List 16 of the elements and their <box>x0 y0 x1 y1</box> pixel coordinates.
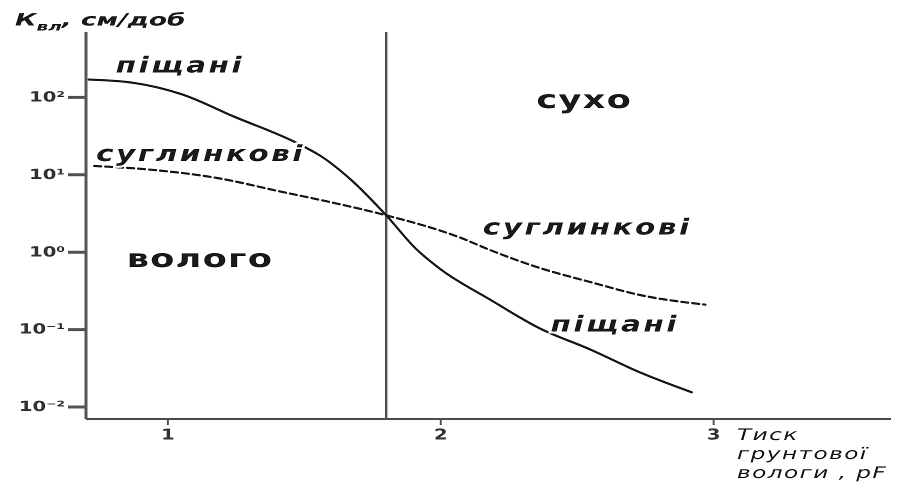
y-axis-title: К$_{вл}$, см/доб <box>15 10 186 34</box>
x-tick-label: 3 <box>706 426 720 444</box>
y-tick-label: 10⁻¹ <box>18 321 65 338</box>
x-axis-title: Тиск грунтової вологи , pF <box>737 426 888 482</box>
annotation: волого <box>126 244 274 274</box>
y-tick-label: 10⁻² <box>18 398 65 416</box>
y-tick-label: 10⁰ <box>29 244 65 260</box>
y-tick-label: 10¹ <box>29 166 65 184</box>
text: піщані <box>550 312 680 338</box>
annotation: сухо <box>536 86 632 114</box>
y-tick-label: 10² <box>29 89 65 106</box>
x-tick-label: 1 <box>161 426 175 444</box>
series-label: піщані <box>116 52 244 78</box>
series-label: суглинкові <box>96 141 306 167</box>
x-tick-label: 2 <box>434 426 448 444</box>
text: суглинкові <box>482 215 692 241</box>
